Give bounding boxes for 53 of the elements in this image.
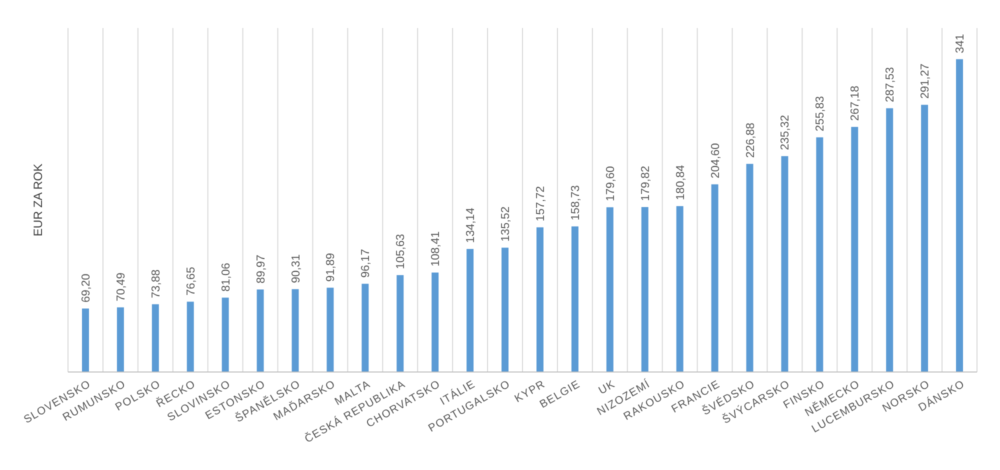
data-label: 134,14 <box>465 207 478 243</box>
data-label: 90,31 <box>290 254 302 284</box>
data-label: 179,60 <box>604 166 617 202</box>
data-label: 89,97 <box>255 254 268 284</box>
bar <box>956 59 964 372</box>
bar <box>886 108 894 372</box>
data-label: 180,84 <box>674 164 687 200</box>
bar <box>746 164 754 372</box>
data-label: 179,82 <box>640 166 652 202</box>
bar <box>326 288 334 372</box>
data-label: 96,17 <box>360 249 372 278</box>
data-label: 81,06 <box>220 262 232 292</box>
bar <box>676 206 684 372</box>
data-label: 157,72 <box>534 186 547 222</box>
data-label: 291,27 <box>920 64 932 99</box>
data-label: 204,60 <box>710 143 722 178</box>
bar <box>502 248 509 372</box>
data-label: 135,52 <box>500 206 512 242</box>
bar <box>641 207 648 372</box>
bar <box>82 308 89 372</box>
bar <box>396 275 404 372</box>
bar <box>536 227 544 372</box>
bar <box>606 207 614 372</box>
data-label: 76,65 <box>185 266 198 296</box>
data-label: 69,20 <box>80 274 92 303</box>
bar <box>781 156 788 372</box>
data-label: 341 <box>954 34 967 54</box>
bar <box>921 104 928 372</box>
data-label: 73,88 <box>150 269 162 298</box>
bar <box>222 298 229 372</box>
bar <box>186 302 194 372</box>
data-label: 105,63 <box>395 234 408 270</box>
bar <box>116 307 124 372</box>
bar <box>571 226 578 372</box>
data-label: 226,88 <box>744 122 757 158</box>
bar <box>466 248 474 372</box>
y-axis-title: EUR ZA ROK <box>31 164 45 236</box>
data-label: 70,49 <box>115 272 128 302</box>
bar <box>432 272 439 372</box>
bar <box>362 284 369 372</box>
data-label: 235,32 <box>780 114 792 150</box>
bar <box>152 304 159 372</box>
bar <box>292 289 299 372</box>
data-label: 255,83 <box>814 96 827 132</box>
data-label: 267,18 <box>850 86 862 121</box>
data-label: 108,41 <box>430 231 442 267</box>
bar <box>256 289 264 372</box>
bar <box>711 184 718 372</box>
bar <box>851 126 858 372</box>
data-label: 158,73 <box>570 185 582 220</box>
bar <box>816 137 824 372</box>
data-label: 91,89 <box>325 252 338 282</box>
data-label: 287,53 <box>884 67 897 102</box>
